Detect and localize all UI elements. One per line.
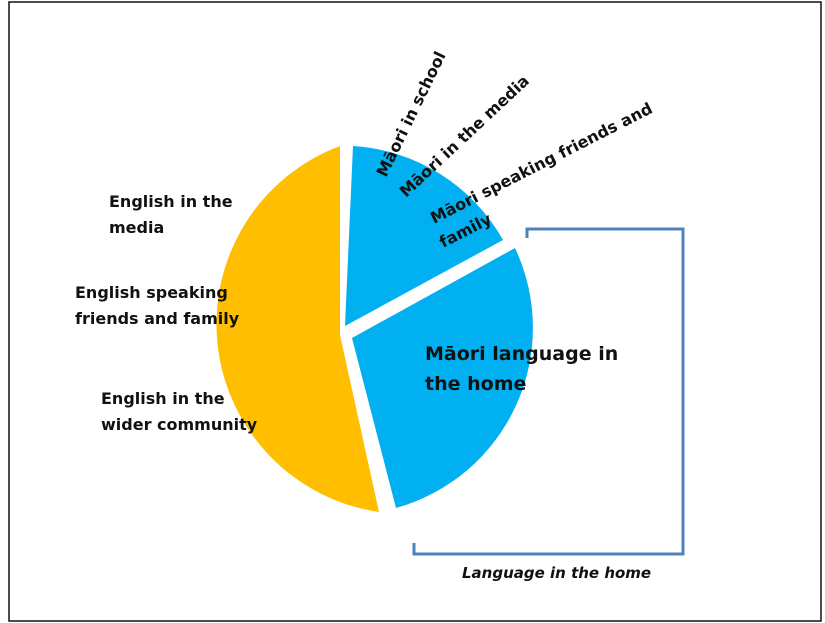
pie-slice-english [216,146,379,512]
pie-slice-maori-outside-home [345,146,503,326]
label-maori-home: Māori language in the home [425,343,625,395]
label-english-friends-family: English speaking friends and family [75,283,240,328]
label-english-wider-community: English in the wider community [101,389,258,434]
pie-slice-maori-home [352,248,533,508]
figure-border [8,1,822,622]
home-bracket [412,227,685,556]
bracket-caption: Language in the home [462,564,651,582]
label-maori-friends-family: Māori speaking friends and [427,99,655,228]
label-english-media: English in the media [109,192,238,237]
